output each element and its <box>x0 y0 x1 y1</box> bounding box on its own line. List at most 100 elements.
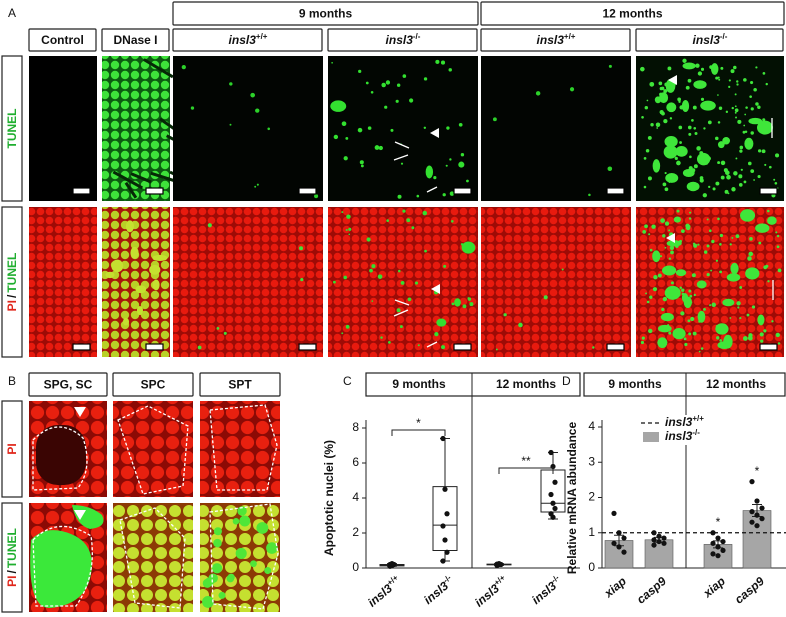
stain-dot <box>735 157 738 160</box>
stain-dot <box>702 193 707 198</box>
stain-dot <box>434 332 439 337</box>
stain-dot <box>715 259 719 262</box>
stain-dot <box>728 79 731 82</box>
label-box <box>635 28 784 52</box>
column-label: 9 months <box>299 7 353 21</box>
stain-dot <box>662 234 666 238</box>
stain-dot <box>650 123 654 127</box>
data-point <box>440 558 446 564</box>
stain-dot <box>750 107 754 111</box>
stain-dot <box>685 225 691 231</box>
stain-dot <box>729 317 732 319</box>
stain-dot <box>449 158 452 161</box>
data-point <box>749 479 755 485</box>
stain-dot <box>495 348 498 351</box>
stain-dot <box>450 219 454 223</box>
stain-dot <box>670 250 674 255</box>
stain-dot <box>202 596 214 608</box>
stain-blob <box>111 259 124 273</box>
stain-dot <box>213 538 222 548</box>
significance-label: * <box>755 464 760 478</box>
data-point <box>550 500 556 506</box>
data-point <box>621 549 627 555</box>
stain-dot <box>299 246 304 251</box>
stain-dot <box>775 153 780 158</box>
stain-dot <box>735 116 738 119</box>
significance-bracket <box>498 467 554 474</box>
stain-dot <box>254 185 257 188</box>
label-box <box>1 400 23 498</box>
stain-dot <box>407 297 412 302</box>
stain-dot <box>703 250 708 254</box>
label-box <box>480 28 631 52</box>
stain-dot <box>406 218 411 223</box>
stain-dot <box>692 105 697 110</box>
stain-dot <box>645 292 647 295</box>
stain-dot <box>734 111 737 114</box>
stain-dot <box>190 106 195 110</box>
stain-dot <box>716 336 720 340</box>
stain-dot <box>748 251 754 257</box>
stain-dot <box>664 187 669 192</box>
stain-dot <box>414 281 419 285</box>
row-label-part: TUNEL <box>5 528 19 568</box>
stain-dot <box>708 229 712 233</box>
label-box <box>112 372 194 397</box>
data-point <box>710 540 716 546</box>
stain-dot <box>706 272 710 277</box>
genotype-label: insl3-/- <box>420 573 457 608</box>
y-tick-label: 2 <box>588 490 595 504</box>
stain-dot <box>644 105 649 110</box>
stain-dot <box>469 302 474 307</box>
stain-dot <box>679 141 682 144</box>
scale-bar <box>145 187 164 195</box>
arrowhead <box>74 407 86 417</box>
stain-dot <box>725 170 730 176</box>
stain-dot <box>736 301 741 306</box>
stain-dot <box>739 149 743 153</box>
panel-label: D <box>562 374 571 388</box>
stain-dot <box>345 136 349 140</box>
stain-dot <box>676 209 680 213</box>
data-point <box>611 540 617 546</box>
stain-dot <box>657 273 662 278</box>
stain-dot <box>655 122 661 127</box>
data-point <box>656 533 662 539</box>
stain-dot <box>768 165 772 169</box>
stain-blob <box>666 102 677 113</box>
stain-dot <box>435 59 440 64</box>
stain-blob <box>425 165 434 179</box>
stain-dot <box>377 274 383 279</box>
stain-dot <box>441 345 446 350</box>
stain-dot <box>402 74 407 78</box>
stain-dot <box>742 336 748 341</box>
stain-dot <box>658 81 663 86</box>
stain-dot <box>755 66 758 69</box>
stain-dot <box>771 320 774 323</box>
stain-dot <box>749 237 753 241</box>
stain-blob <box>726 273 741 282</box>
stain-dot <box>697 71 703 76</box>
stain-dot <box>676 160 681 166</box>
stain-blob <box>454 298 461 307</box>
group-label: 12 months <box>706 377 766 391</box>
stain-blob <box>717 141 725 149</box>
stain-dot <box>229 82 233 86</box>
stain-dot <box>390 128 394 132</box>
stain-dot <box>764 163 767 166</box>
label-box <box>28 372 108 397</box>
stain-dot <box>357 127 363 133</box>
stain-dot <box>649 81 655 87</box>
stain-blob <box>756 120 773 135</box>
stain-blob <box>710 63 719 75</box>
stain-blob <box>673 216 681 223</box>
data-point <box>440 435 446 442</box>
stain-dot <box>763 265 768 270</box>
data-point <box>442 486 448 492</box>
y-tick-label: 8 <box>352 420 359 434</box>
micrograph <box>29 56 97 201</box>
stain-dot <box>653 274 658 280</box>
stain-dot <box>341 121 347 127</box>
stain-dot <box>736 83 739 86</box>
panel-label: B <box>8 374 16 388</box>
